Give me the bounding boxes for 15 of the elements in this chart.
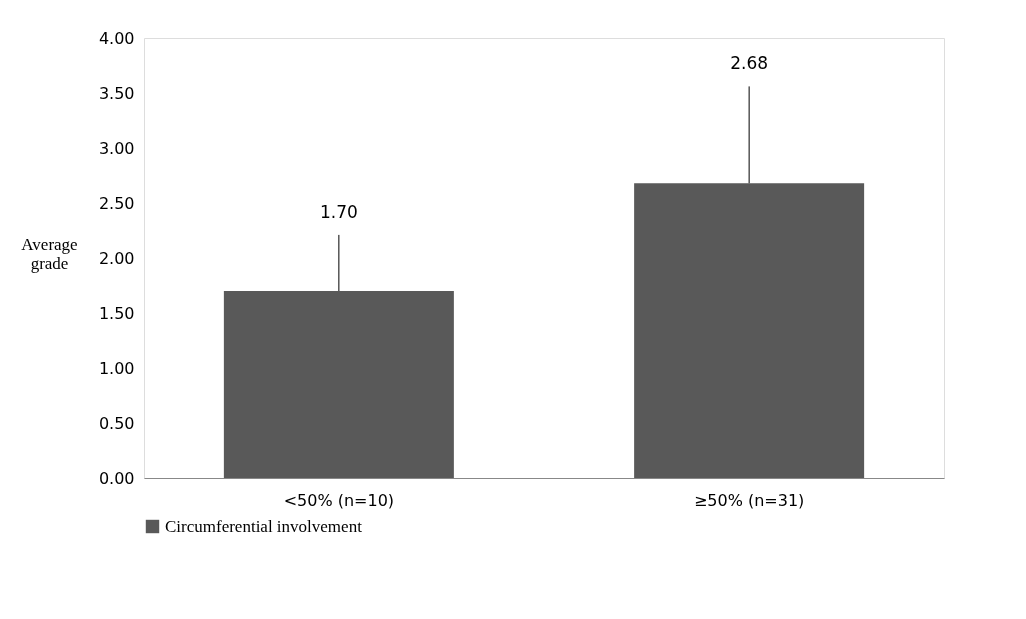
y-tick-label: 0.50 — [98, 413, 135, 433]
y-axis-title: Average grade — [21, 234, 78, 273]
y-tick-label: 1.00 — [98, 358, 135, 378]
y-tick-label: 2.00 — [98, 248, 135, 268]
y-tick-label: 2.50 — [98, 193, 135, 213]
y-tick-label: 3.00 — [98, 138, 135, 158]
y-tick-label: 0.00 — [98, 468, 135, 488]
text: 1.70 — [319, 201, 358, 222]
x-tick-label: ≥50% (n=31) — [693, 490, 805, 510]
y-tick-label: 1.50 — [98, 303, 135, 323]
y-tick-label: 3.50 — [98, 83, 135, 103]
text: 2.68 — [730, 53, 769, 74]
x-tick-label: <50% (n=10) — [283, 490, 395, 510]
legend-label: Circumferential involvement — [165, 516, 363, 536]
y-tick-label: 4.00 — [98, 28, 135, 48]
